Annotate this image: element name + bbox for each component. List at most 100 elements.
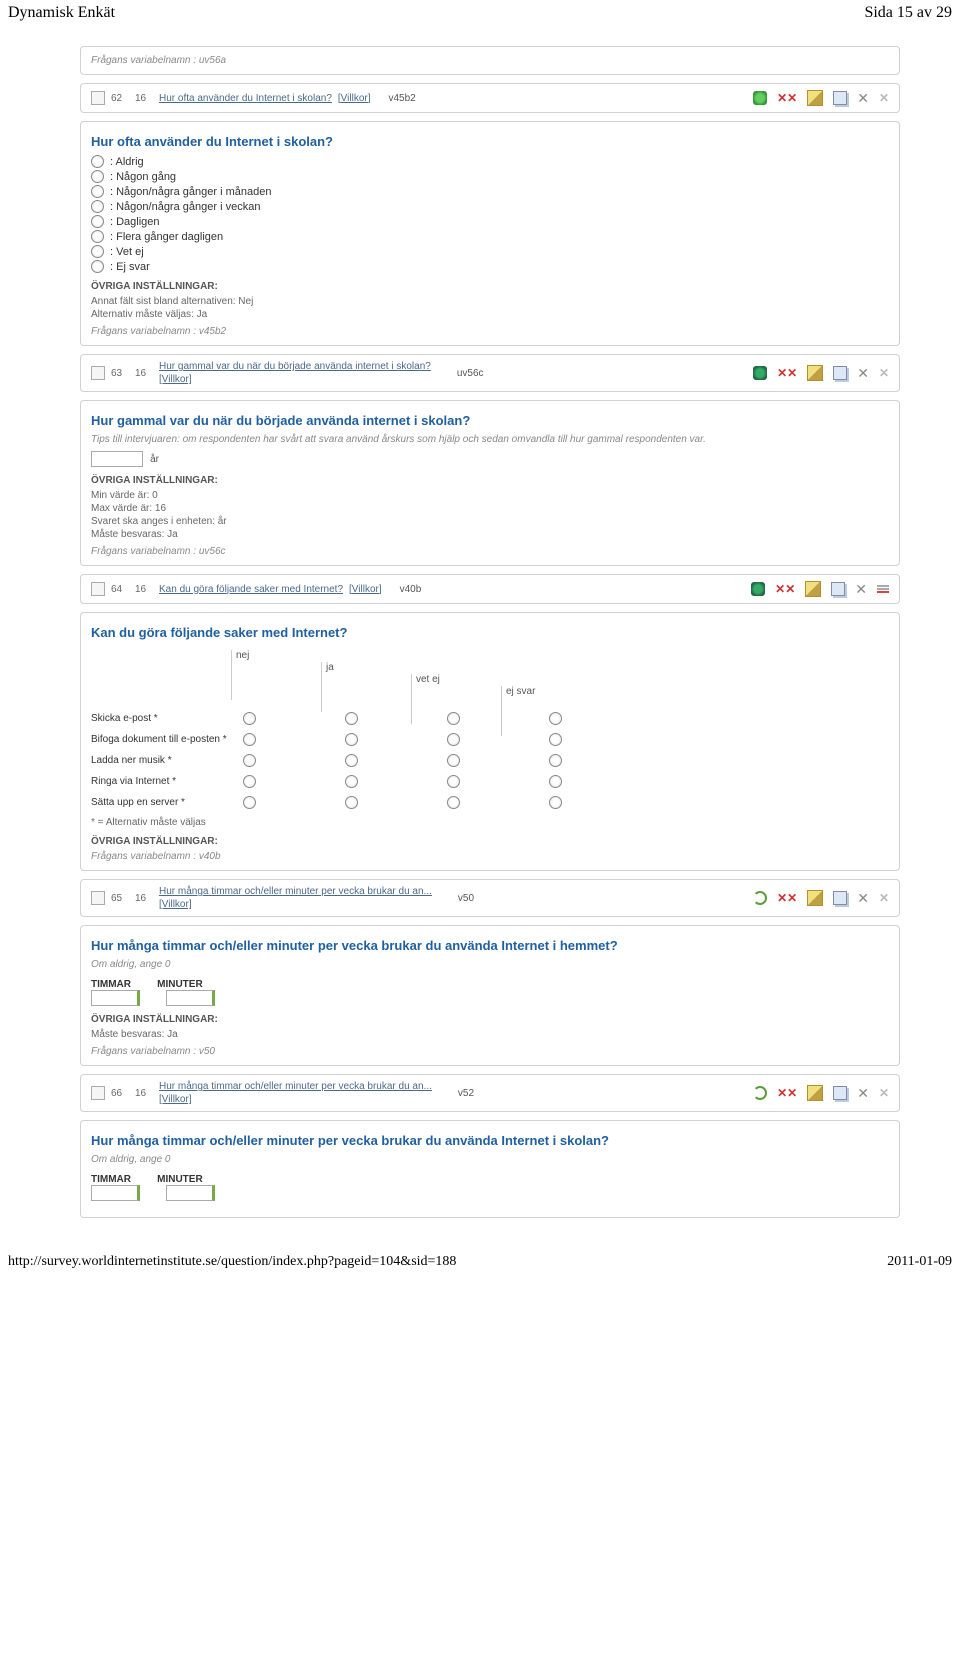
question-title: Hur många timmar och/eller minuter per v… xyxy=(91,938,889,953)
radio-icon[interactable] xyxy=(447,796,460,809)
radio-icon[interactable] xyxy=(447,733,460,746)
option-veckan[interactable]: : Någon/några gånger i veckan xyxy=(91,200,889,213)
option-ejsvar[interactable]: : Ej svar xyxy=(91,260,889,273)
radio-icon[interactable] xyxy=(549,712,562,725)
radio-icon[interactable] xyxy=(345,733,358,746)
checkbox[interactable] xyxy=(91,582,105,596)
refresh-icon[interactable] xyxy=(753,1086,767,1100)
copy-icon[interactable] xyxy=(833,1086,847,1100)
status-icon[interactable] xyxy=(753,366,767,380)
villkor-link[interactable]: [Villkor] xyxy=(159,374,431,385)
question-link[interactable]: Hur ofta använder du Internet i skolan? xyxy=(159,93,332,104)
copy-icon[interactable] xyxy=(833,91,847,105)
question-link[interactable]: Hur många timmar och/eller minuter per v… xyxy=(159,1081,432,1092)
setting-line: Alternativ måste väljas: Ja xyxy=(91,309,889,320)
radio-icon[interactable] xyxy=(91,230,104,243)
timmar-input[interactable] xyxy=(91,990,140,1006)
radio-icon[interactable] xyxy=(243,712,256,725)
villkor-link[interactable]: [Villkor] xyxy=(349,584,382,595)
minuter-label: MINUTER xyxy=(157,979,203,990)
setting-line: Min värde är: 0 xyxy=(91,490,889,501)
matrix-footnote: * = Alternativ måste väljas xyxy=(91,817,889,828)
close-icon[interactable]: ✕ xyxy=(879,91,889,105)
villkor-link[interactable]: [Villkor] xyxy=(159,899,432,910)
age-input[interactable] xyxy=(91,451,143,467)
radio-icon[interactable] xyxy=(243,733,256,746)
edit-icon[interactable] xyxy=(805,581,821,597)
copy-icon[interactable] xyxy=(833,366,847,380)
status-icon[interactable] xyxy=(751,582,765,596)
radio-icon[interactable] xyxy=(91,245,104,258)
radio-icon[interactable] xyxy=(345,796,358,809)
close-icon[interactable]: ✕ xyxy=(879,1086,889,1100)
status-icon[interactable] xyxy=(753,91,767,105)
edit-icon[interactable] xyxy=(807,1085,823,1101)
radio-icon[interactable] xyxy=(345,754,358,767)
villkor-link[interactable]: [Villkor] xyxy=(338,93,371,104)
header-page: Sida 15 av 29 xyxy=(864,4,952,22)
checkbox[interactable] xyxy=(91,91,105,105)
radio-icon[interactable] xyxy=(549,733,562,746)
varname: Frågans variabelnamn : uv56c xyxy=(91,546,889,557)
copy-icon[interactable] xyxy=(831,582,845,596)
option-aldrig[interactable]: : Aldrig xyxy=(91,155,889,168)
radio-icon[interactable] xyxy=(91,170,104,183)
section-number: 16 xyxy=(135,893,153,904)
radio-icon[interactable] xyxy=(91,200,104,213)
copy-icon[interactable] xyxy=(833,891,847,905)
refresh-icon[interactable] xyxy=(753,891,767,905)
radio-icon[interactable] xyxy=(91,155,104,168)
remove-icon[interactable]: ✕ xyxy=(857,891,869,905)
option-flera[interactable]: : Flera gånger dagligen xyxy=(91,230,889,243)
radio-icon[interactable] xyxy=(549,796,562,809)
close-icon[interactable]: ✕ xyxy=(879,366,889,380)
remove-icon[interactable]: ✕ xyxy=(857,366,869,380)
edit-icon[interactable] xyxy=(807,365,823,381)
close-icon[interactable]: ✕ xyxy=(879,891,889,905)
radio-icon[interactable] xyxy=(447,775,460,788)
delete-x-icon[interactable]: ✕✕ xyxy=(777,891,797,905)
question-link[interactable]: Hur gammal var du när du började använda… xyxy=(159,361,431,372)
checkbox[interactable] xyxy=(91,891,105,905)
reorder-icon[interactable] xyxy=(877,585,889,593)
col-nej: nej xyxy=(231,650,249,700)
question-link[interactable]: Kan du göra följande saker med Internet? xyxy=(159,584,343,595)
delete-x-icon[interactable]: ✕✕ xyxy=(777,366,797,380)
minuter-input[interactable] xyxy=(166,990,215,1006)
radio-icon[interactable] xyxy=(345,712,358,725)
remove-icon[interactable]: ✕ xyxy=(857,91,869,105)
option-dagligen[interactable]: : Dagligen xyxy=(91,215,889,228)
radio-icon[interactable] xyxy=(243,775,256,788)
option-manaden[interactable]: : Någon/några gånger i månaden xyxy=(91,185,889,198)
timmar-input[interactable] xyxy=(91,1185,140,1201)
radio-icon[interactable] xyxy=(91,215,104,228)
option-vetej[interactable]: : Vet ej xyxy=(91,245,889,258)
radio-icon[interactable] xyxy=(549,775,562,788)
remove-icon[interactable]: ✕ xyxy=(857,1086,869,1100)
edit-icon[interactable] xyxy=(807,890,823,906)
radio-icon[interactable] xyxy=(91,260,104,273)
checkbox[interactable] xyxy=(91,366,105,380)
radio-icon[interactable] xyxy=(447,754,460,767)
radio-icon[interactable] xyxy=(91,185,104,198)
radio-icon[interactable] xyxy=(549,754,562,767)
radio-icon[interactable] xyxy=(243,754,256,767)
remove-icon[interactable]: ✕ xyxy=(855,582,867,596)
var-code: v45b2 xyxy=(389,93,416,104)
delete-x-icon[interactable]: ✕✕ xyxy=(777,91,797,105)
question-block-64: Kan du göra följande saker med Internet?… xyxy=(80,612,900,871)
radio-icon[interactable] xyxy=(447,712,460,725)
matrix-grid: nej ja vet ej ej svar Skicka e-post * Bi… xyxy=(91,650,889,813)
checkbox[interactable] xyxy=(91,1086,105,1100)
minuter-input[interactable] xyxy=(166,1185,215,1201)
varname-uv56a: Frågans variabelnamn : uv56a xyxy=(91,55,889,66)
edit-icon[interactable] xyxy=(807,90,823,106)
delete-x-icon[interactable]: ✕✕ xyxy=(777,1086,797,1100)
villkor-link[interactable]: [Villkor] xyxy=(159,1094,432,1105)
option-nagon-gang[interactable]: : Någon gång xyxy=(91,170,889,183)
row-number: 63 xyxy=(111,368,129,379)
question-link[interactable]: Hur många timmar och/eller minuter per v… xyxy=(159,886,432,897)
radio-icon[interactable] xyxy=(243,796,256,809)
delete-x-icon[interactable]: ✕✕ xyxy=(775,582,795,596)
radio-icon[interactable] xyxy=(345,775,358,788)
